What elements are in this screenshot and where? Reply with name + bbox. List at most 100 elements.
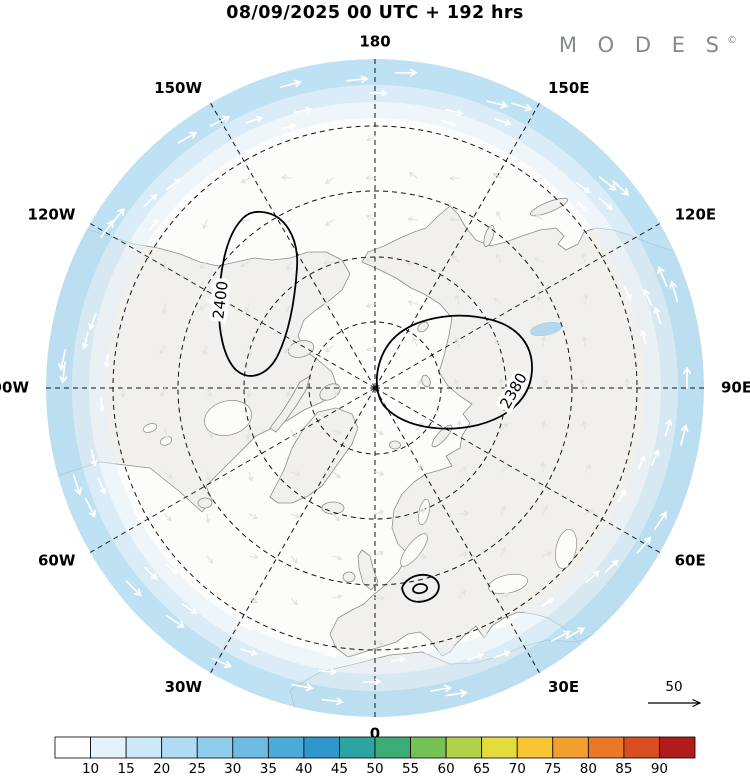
- lon-label: 30W: [165, 678, 203, 696]
- wind-arrow: [211, 657, 233, 668]
- wind-arrow: [202, 345, 208, 356]
- colorbar-cell: [481, 736, 518, 759]
- lon-label: 90W: [0, 379, 29, 397]
- wind-arrow: [536, 296, 544, 305]
- wind-arrow: [280, 175, 292, 181]
- wind-arrow: [495, 253, 502, 263]
- wind-arrow: [584, 463, 591, 473]
- wind-arrow: [498, 377, 504, 389]
- wind-arrow: [640, 329, 647, 345]
- wind-arrow: [407, 300, 418, 306]
- colorbar-cell: [552, 736, 589, 759]
- modes-logo: M O D E S©: [559, 33, 737, 57]
- colorbar-cell: [445, 736, 483, 759]
- wind-arrow: [247, 345, 253, 356]
- wind-arrow: [390, 656, 406, 663]
- wind-arrow: [451, 254, 460, 263]
- wind-arrow: [583, 294, 589, 305]
- wind-arrow: [623, 286, 632, 301]
- wind-arrow: [533, 257, 544, 263]
- wind-arrow: [540, 461, 546, 473]
- black-sea: [487, 573, 529, 595]
- wind-arrow: [454, 378, 460, 389]
- colorbar-tick-label: 60: [438, 761, 455, 777]
- wind-arrow: [374, 551, 384, 557]
- lon-label: 120E: [675, 206, 717, 224]
- contour-2400: [218, 210, 298, 377]
- wind-arrow: [280, 79, 302, 88]
- wind-arrow: [286, 261, 292, 271]
- lon-label: 180: [359, 33, 390, 51]
- wind-arrow: [199, 261, 208, 269]
- wind-arrow: [72, 474, 82, 496]
- wind-arrow: [245, 115, 264, 124]
- wind-arrow: [239, 623, 254, 631]
- wind-arrow: [248, 513, 258, 520]
- wind-arrow: [499, 619, 514, 628]
- lon-label: 30E: [548, 678, 579, 696]
- colorbar-tick-label: 85: [615, 761, 632, 777]
- wind-arrow: [365, 257, 376, 263]
- wind-arrow: [448, 216, 460, 223]
- wind-arrow: [636, 536, 652, 554]
- wind-arrow: [98, 396, 105, 413]
- wind-arrow: [493, 297, 502, 305]
- wind-arrow: [500, 465, 509, 473]
- wind-arrow: [657, 265, 668, 287]
- island-newfoundland: [197, 497, 213, 509]
- wind-arrow: [246, 387, 252, 399]
- wind-arrow: [281, 123, 297, 130]
- wind-arrow: [322, 301, 334, 307]
- wind-arrow: [643, 288, 653, 306]
- wind-arrow: [580, 378, 586, 389]
- wind-arrow: [120, 387, 126, 399]
- wind-arrow: [177, 131, 198, 144]
- wind-arrow: [585, 570, 600, 583]
- longitude-labels: 180 150E 120E 90E 60E 30E 0 30W 60W 90W 120W 150W: [0, 33, 750, 743]
- wind-arrow: [500, 505, 506, 515]
- wind-arrow: [290, 513, 301, 519]
- wind-arrow: [364, 175, 376, 181]
- forecast-title: 08/09/2025 00 UTC + 192 hrs: [226, 3, 524, 23]
- wind-arrow: [148, 218, 159, 231]
- meridian-line: [374, 387, 661, 553]
- great-lake-2: [159, 436, 173, 446]
- wind-arrow: [286, 387, 292, 398]
- wind-arrow: [407, 216, 418, 222]
- meridian-line: [374, 223, 661, 389]
- wind-arrow: [454, 336, 460, 347]
- wind-arrow: [88, 313, 97, 331]
- wind-arrow: [511, 102, 533, 112]
- lon-label: 60E: [675, 552, 706, 570]
- island-victoria: [287, 340, 315, 358]
- wind-arrow: [369, 89, 388, 97]
- wind-arrow: [374, 639, 384, 645]
- wind-arrow: [166, 563, 178, 575]
- wind-arrow: [160, 387, 166, 398]
- meridian-line: [210, 387, 376, 674]
- wind-arrow: [143, 193, 158, 207]
- island-sakhalin: [483, 225, 495, 247]
- wind-arrow: [240, 648, 258, 656]
- wind-arrow: [205, 471, 212, 482]
- wind-arrow: [496, 210, 502, 221]
- caspian-sea: [555, 528, 577, 570]
- wind-arrow: [290, 555, 298, 564]
- wind-arrow: [84, 497, 96, 518]
- wind-arrow: [374, 429, 384, 435]
- wind-arrow: [206, 555, 214, 564]
- wind-scale-arrow-icon: [648, 698, 702, 708]
- wind-arrow: [458, 466, 468, 473]
- meridian-line: [210, 102, 376, 389]
- wind-arrow: [325, 345, 334, 353]
- colorbar-tick-label: 30: [224, 761, 241, 777]
- island-baffin: [269, 375, 311, 433]
- wind-arrow: [332, 513, 340, 522]
- wind-arrow: [58, 349, 67, 372]
- wind-arrow: [493, 338, 502, 347]
- wind-arrow: [604, 559, 619, 573]
- wind-arrow: [429, 684, 453, 693]
- modes-copyright: ©: [727, 35, 737, 46]
- wind-arrow: [181, 603, 198, 614]
- wind-arrow: [576, 200, 588, 213]
